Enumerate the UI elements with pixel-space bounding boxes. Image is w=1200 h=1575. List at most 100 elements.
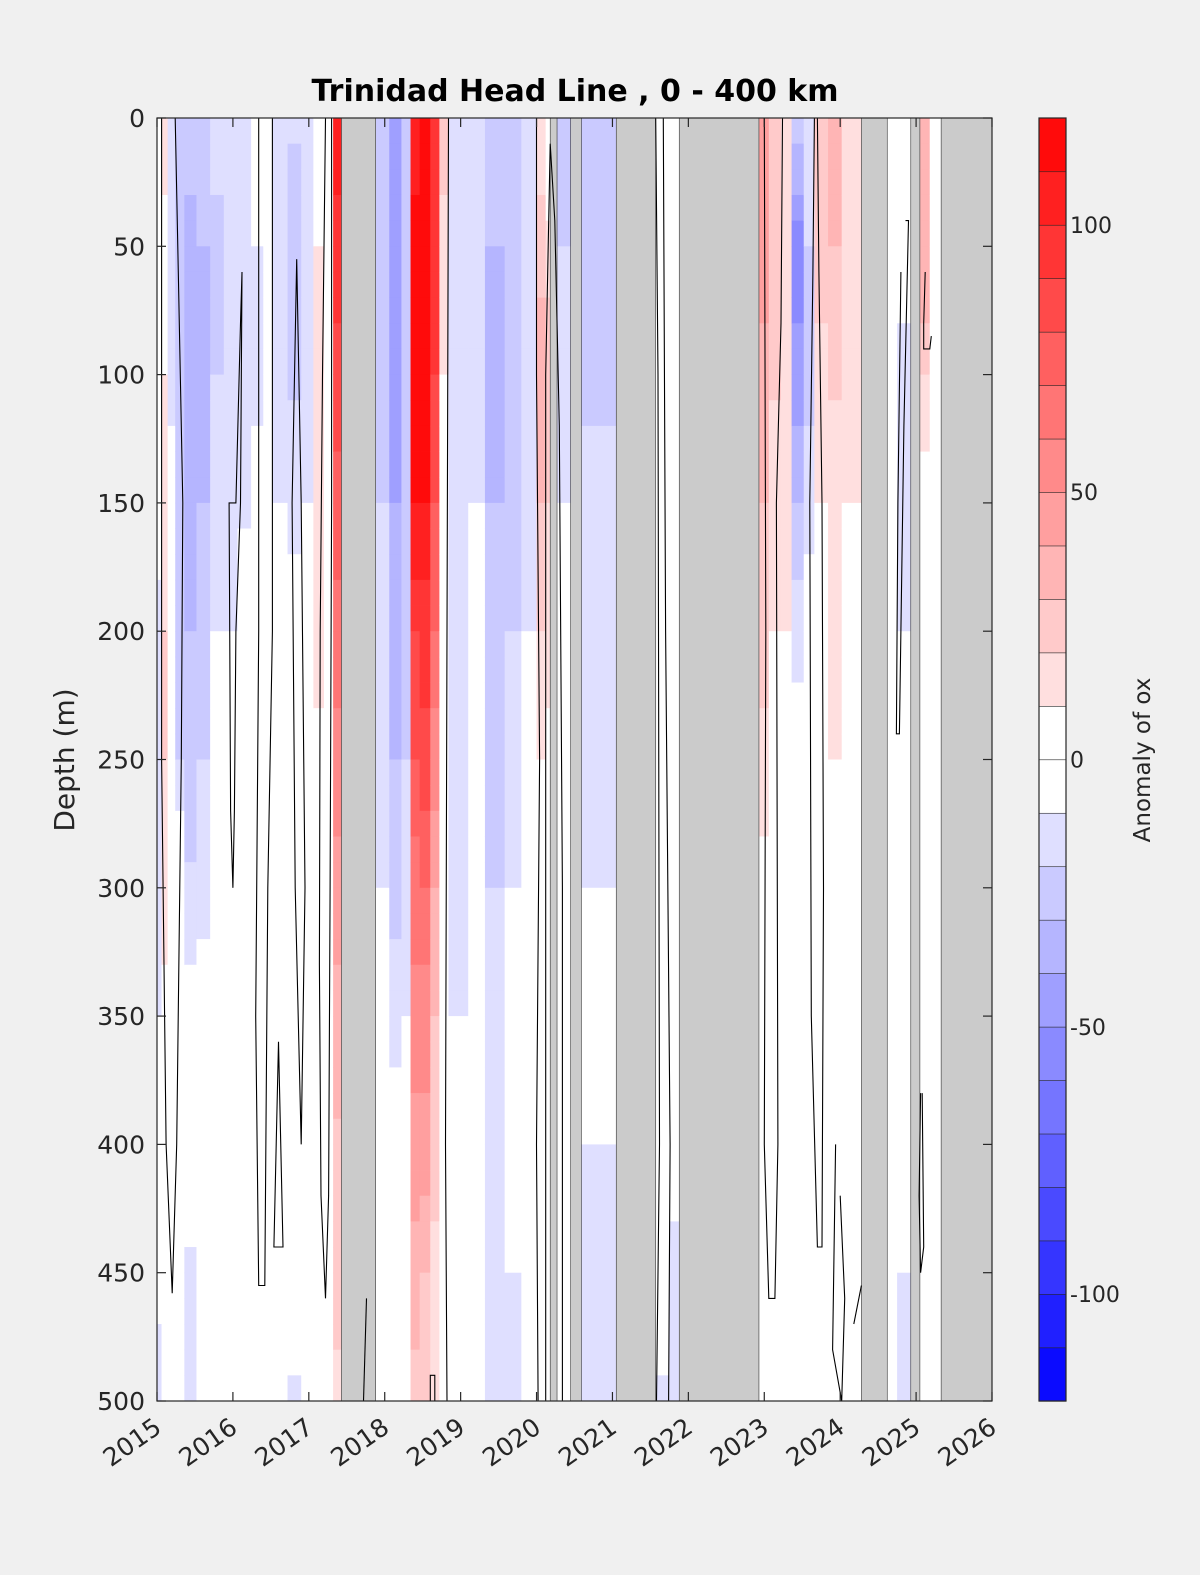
heatmap-cell bbox=[581, 425, 617, 452]
heatmap-cell bbox=[545, 1324, 551, 1351]
heatmap-cell bbox=[669, 1093, 680, 1120]
heatmap-cell bbox=[581, 1375, 617, 1402]
heatmap-cell bbox=[184, 1324, 197, 1351]
heatmap-cell bbox=[389, 1067, 402, 1094]
heatmap-cell bbox=[887, 477, 898, 504]
heatmap-cell bbox=[780, 759, 792, 786]
heatmap-cell bbox=[301, 810, 314, 837]
heatmap-cell bbox=[419, 1195, 431, 1222]
heatmap-cell bbox=[301, 323, 314, 350]
heatmap-cell bbox=[401, 348, 411, 375]
heatmap-cell bbox=[841, 1093, 862, 1120]
heatmap-cell bbox=[557, 656, 572, 683]
heatmap-cell bbox=[803, 246, 815, 273]
heatmap-cell bbox=[439, 323, 449, 350]
heatmap-cell bbox=[814, 656, 829, 683]
colorbar-level bbox=[1038, 812, 1067, 868]
heatmap-cell bbox=[768, 194, 782, 222]
heatmap-cell bbox=[301, 913, 314, 940]
zero-contour-line bbox=[161, 117, 184, 1294]
heatmap-cell bbox=[828, 1118, 843, 1145]
heatmap-cell bbox=[333, 1324, 342, 1351]
heatmap-cell bbox=[301, 990, 314, 1017]
heatmap-cell bbox=[828, 477, 843, 504]
heatmap-cell bbox=[237, 1298, 252, 1325]
heatmap-cell bbox=[167, 1093, 176, 1120]
heatmap-cell bbox=[301, 631, 314, 658]
heatmap-cell bbox=[448, 297, 469, 324]
heatmap-cell bbox=[251, 400, 264, 427]
heatmap-cell bbox=[263, 1067, 273, 1094]
heatmap-cell bbox=[669, 862, 680, 889]
heatmap-cell bbox=[237, 631, 252, 658]
heatmap-cell bbox=[758, 862, 770, 889]
heatmap-cell bbox=[161, 656, 169, 683]
heatmap-cell bbox=[324, 1016, 334, 1043]
heatmap-cell bbox=[430, 1195, 440, 1222]
heatmap-cell bbox=[237, 1221, 252, 1248]
colorbar-level bbox=[1038, 384, 1067, 440]
heatmap-cell bbox=[375, 887, 390, 914]
heatmap-cell bbox=[791, 297, 805, 324]
heatmap-cell bbox=[301, 579, 314, 606]
heatmap-cell bbox=[210, 810, 225, 837]
heatmap-cell bbox=[184, 964, 197, 991]
heatmap-cell bbox=[401, 682, 411, 709]
heatmap-cell bbox=[401, 964, 411, 991]
heatmap-cell bbox=[919, 913, 931, 940]
heatmap-cell bbox=[401, 528, 411, 555]
heatmap-cell bbox=[791, 271, 805, 299]
heatmap-cell bbox=[313, 425, 325, 452]
heatmap-cell bbox=[430, 1247, 440, 1274]
heatmap-cell bbox=[419, 1272, 431, 1299]
heatmap-cell bbox=[468, 1170, 486, 1197]
heatmap-cell bbox=[175, 810, 185, 837]
heatmap-cell bbox=[669, 1247, 680, 1274]
heatmap-cell bbox=[223, 862, 238, 889]
heatmap-cell bbox=[828, 220, 843, 247]
heatmap-cell bbox=[175, 502, 185, 529]
heatmap-cell bbox=[521, 631, 537, 658]
heatmap-cell bbox=[161, 323, 169, 350]
heatmap-cell bbox=[887, 759, 898, 786]
heatmap-cell bbox=[375, 477, 390, 504]
heatmap-cell bbox=[780, 605, 792, 632]
heatmap-cell bbox=[287, 656, 302, 683]
heatmap-cell bbox=[669, 939, 680, 966]
heatmap-cell bbox=[313, 502, 325, 529]
heatmap-cell bbox=[814, 1144, 829, 1171]
heatmap-cell bbox=[669, 1118, 680, 1145]
heatmap-cell bbox=[545, 1195, 551, 1222]
heatmap-cell bbox=[419, 528, 431, 555]
zero-contour-line bbox=[228, 271, 243, 888]
heatmap-cell bbox=[448, 964, 469, 991]
heatmap-cell bbox=[484, 939, 506, 966]
heatmap-cell bbox=[655, 964, 670, 991]
heatmap-cell bbox=[768, 733, 782, 760]
heatmap-cell bbox=[287, 1016, 302, 1043]
heatmap-cell bbox=[557, 1041, 572, 1068]
colorbar-level bbox=[1038, 491, 1067, 547]
heatmap-cell bbox=[758, 246, 770, 273]
heatmap-cell bbox=[803, 502, 815, 529]
heatmap-cell bbox=[410, 1118, 421, 1145]
heatmap-cell bbox=[410, 477, 421, 504]
heatmap-cell bbox=[251, 194, 264, 222]
heatmap-cell bbox=[251, 1324, 264, 1351]
heatmap-cell bbox=[581, 1324, 617, 1351]
heatmap-cell bbox=[557, 1272, 572, 1299]
heatmap-cell bbox=[655, 271, 670, 299]
heatmap-cell bbox=[814, 1093, 829, 1120]
heatmap-cell bbox=[484, 682, 506, 709]
heatmap-cell bbox=[389, 913, 402, 940]
heatmap-cell bbox=[780, 1170, 792, 1197]
heatmap-cell bbox=[333, 682, 342, 709]
heatmap-cell bbox=[430, 1298, 440, 1325]
heatmap-cell bbox=[669, 169, 680, 196]
heatmap-cell bbox=[157, 1118, 162, 1145]
heatmap-cell bbox=[504, 708, 522, 735]
heatmap-cell bbox=[504, 682, 522, 709]
heatmap-cell bbox=[167, 1247, 176, 1274]
heatmap-cell bbox=[557, 1247, 572, 1274]
heatmap-cell bbox=[887, 220, 898, 247]
